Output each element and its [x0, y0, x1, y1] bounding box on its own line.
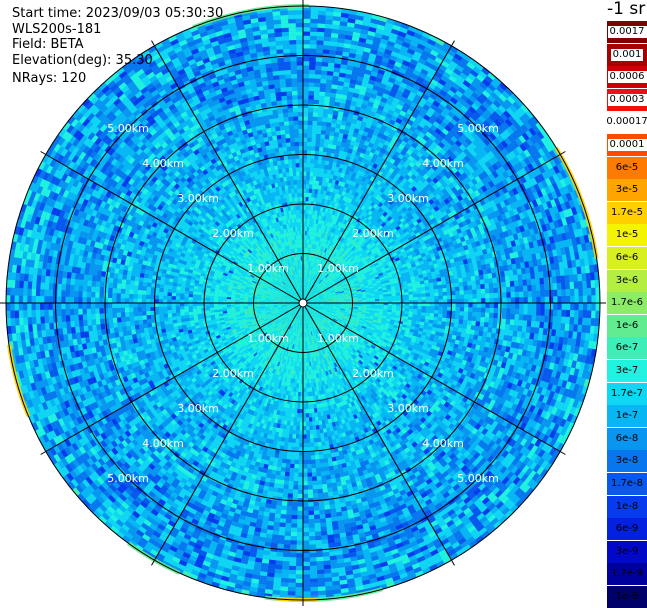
- ppi-gate: [301, 256, 302, 260]
- ppi-gate: [307, 388, 310, 392]
- ppi-gate: [305, 367, 307, 371]
- ppi-gate: [307, 379, 310, 383]
- ppi-gate: [296, 214, 299, 218]
- ppi-gate: [384, 299, 388, 302]
- ppi-gate: [341, 301, 345, 302]
- ppi-gate: [362, 300, 366, 302]
- ppi-gate: [231, 299, 235, 301]
- ppi-gate: [227, 305, 231, 307]
- ppi-gate: [298, 388, 301, 392]
- ppi-gate: [299, 227, 301, 231]
- ppi-gate: [300, 248, 302, 252]
- ppi-gate: [305, 231, 307, 235]
- ppi-gate: [218, 298, 222, 301]
- ppi-gate: [299, 231, 301, 235]
- ppi-gate: [305, 218, 308, 222]
- ppi-gate: [367, 299, 371, 301]
- ppi-gate: [214, 307, 218, 310]
- ppi-gate: [298, 214, 301, 218]
- ppi-gate: [375, 305, 379, 307]
- ppi-gate: [345, 301, 349, 302]
- ppi-gate: [305, 384, 308, 388]
- ppi-gate: [304, 244, 306, 248]
- ppi-gate: [388, 305, 392, 308]
- ppi-gate: [299, 375, 301, 379]
- ppi-gate: [298, 239, 300, 243]
- ppi-gate: [248, 304, 252, 306]
- ppi-gate: [354, 300, 358, 302]
- ppi-gate: [239, 304, 243, 306]
- ppi-gate: [371, 305, 375, 307]
- ppi-gate: [298, 384, 301, 388]
- ppi-gate: [305, 388, 308, 392]
- ppi-gate: [383, 296, 387, 299]
- ppi-gate: [218, 307, 222, 310]
- ppi-gate: [300, 358, 302, 362]
- ppi-gate: [301, 261, 302, 265]
- ppi-gate: [307, 383, 310, 387]
- ppi-gate: [384, 305, 388, 308]
- ppi-gate: [297, 223, 300, 227]
- ppi-gate: [304, 362, 306, 366]
- ppi-gate: [222, 305, 226, 307]
- ppi-gate: [305, 371, 307, 375]
- ppi-gate: [299, 371, 301, 375]
- ppi-gate: [358, 304, 362, 306]
- ppi-gate: [227, 299, 231, 301]
- ppi-gate: [231, 305, 235, 307]
- ppi-gate: [299, 222, 301, 226]
- ppi-gate: [299, 235, 301, 239]
- ppi-gate: [239, 306, 243, 308]
- ppi-gate: [261, 304, 265, 305]
- ppi-gate: [304, 354, 306, 358]
- ppi-gate: [300, 239, 302, 243]
- ppi-gate: [371, 299, 375, 301]
- ppi-gate: [244, 300, 248, 302]
- ppi-gate: [375, 299, 379, 301]
- ppi-gate: [214, 298, 218, 301]
- ppi-gate: [305, 214, 308, 218]
- ppi-gate: [304, 341, 305, 345]
- ppi-gate: [299, 218, 302, 222]
- ppi-gate: [362, 298, 366, 300]
- ppi-gate: [296, 218, 299, 222]
- ppi-gate: [223, 307, 227, 310]
- ppi-gate: [305, 227, 307, 231]
- ppi-gate: [235, 305, 239, 307]
- ppi-gate: [305, 375, 307, 379]
- ppi-gate: [379, 297, 383, 300]
- ppi-gate: [305, 379, 307, 383]
- ppi-gate: [256, 304, 260, 305]
- ppi-gate: [214, 305, 218, 308]
- ppi-gate: [306, 362, 308, 366]
- ppi-gate: [379, 299, 383, 301]
- ppi-gate: [218, 305, 222, 308]
- ppi-gate: [304, 345, 305, 349]
